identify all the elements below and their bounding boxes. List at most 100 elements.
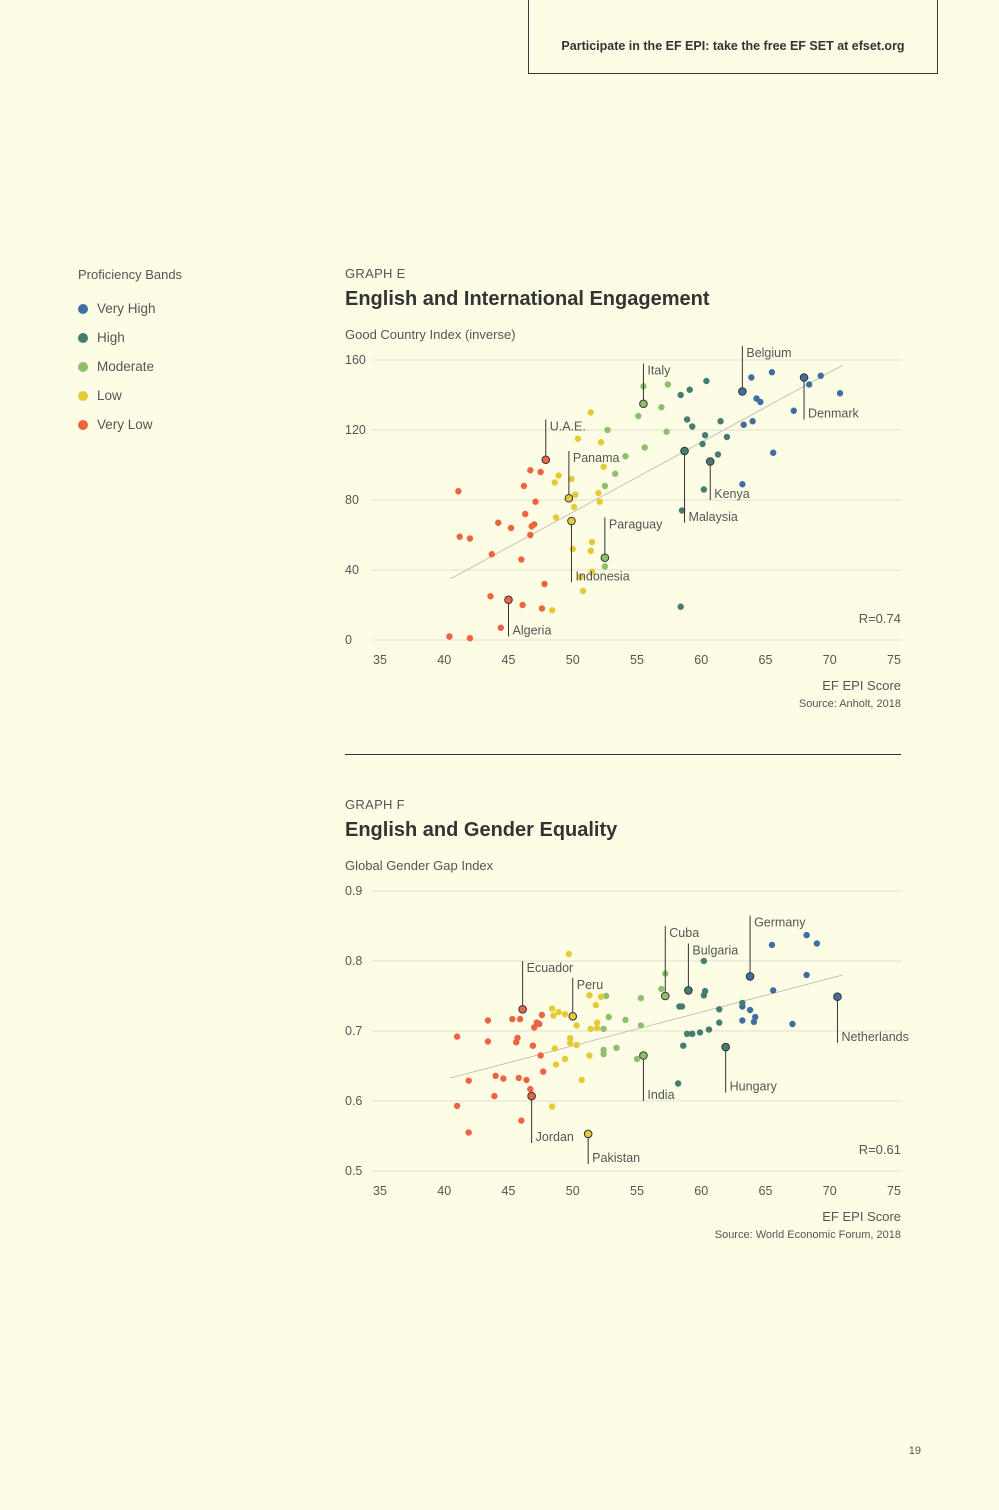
data-point [513,1039,520,1046]
data-point [664,381,672,388]
data-point [593,1025,601,1032]
data-point [484,1017,492,1024]
data-point [600,1025,607,1033]
data-point [752,1013,759,1021]
y-tick-label: 80 [345,493,359,507]
data-point [595,489,602,497]
data-point [568,475,575,483]
data-point [529,1042,537,1049]
y-tick-label: 0.7 [345,1024,362,1038]
data-point [548,607,556,614]
data-point [588,568,596,575]
y-tick-label: 160 [345,353,366,367]
data-point [548,1103,556,1110]
data-point [456,533,463,540]
x-tick-label: 40 [437,653,451,667]
country-label: Panama [573,451,620,465]
correlation-annotation: R=0.61 [859,1142,901,1157]
data-point [446,633,453,640]
low-dot-icon [78,390,88,401]
data-point [555,472,562,479]
highlighted-point [799,373,809,382]
data-point [674,1080,682,1087]
graph-f-xlabel: EF EPI Score [822,1209,901,1224]
y-tick-label: 0.6 [345,1094,362,1108]
legend-label: Low [97,388,122,403]
data-point [552,514,560,521]
y-tick-label: 0.5 [345,1164,362,1178]
data-point [522,510,529,518]
data-point [519,601,526,609]
country-label: Hungary [730,1080,778,1094]
country-label: Algeria [513,624,552,638]
x-tick-label: 75 [887,653,901,667]
highlighted-point [600,553,610,563]
x-tick-label: 40 [437,1184,451,1198]
data-point [723,433,731,441]
data-point [611,470,619,477]
section-divider [345,754,901,755]
data-point [586,992,593,999]
highlighted-point [567,516,576,526]
legend-item-low: Low [78,381,182,410]
data-point [637,1022,645,1029]
data-point [658,404,665,411]
data-point [578,1076,585,1084]
data-point [746,1006,754,1014]
data-point [528,523,535,530]
data-point [561,1011,569,1018]
data-point [635,412,642,420]
country-label: Kenya [714,487,749,501]
data-point [574,435,582,442]
x-tick-label: 35 [373,1184,387,1198]
data-point [678,1003,686,1010]
data-point [551,1045,558,1052]
data-point [566,1034,574,1042]
data-point [570,503,578,511]
data-point [700,486,708,493]
graph-e-ylabel: Good Country Index (inverse) [345,327,516,342]
data-point [500,1075,507,1082]
highlighted-point [583,1129,593,1139]
x-tick-label: 45 [502,1184,516,1198]
legend-item-very-high: Very High [78,294,182,323]
data-point [527,531,534,539]
page-number: 19 [908,1445,921,1457]
data-point [550,1012,557,1019]
data-point [466,535,474,542]
graph-f-scatter-chart: 0.5 0.6 0.7 0.8 0.9 35 40 45 50 55 60 65 70 75 Germany… [345,884,909,1198]
data-point [527,467,534,474]
x-tick-label: 60 [694,1184,708,1198]
data-point [613,1044,620,1051]
data-point [532,498,539,505]
data-point [622,453,629,460]
x-tick-label: 60 [694,653,708,667]
highlighted-point [660,991,670,1001]
data-point [572,491,579,498]
data-point [663,428,670,435]
data-point [573,1022,580,1029]
data-point [566,1039,574,1047]
data-point [600,1046,607,1054]
highlighted-point [721,1042,730,1052]
data-point [520,482,528,490]
data-point [677,603,684,610]
highlighted-point [541,455,551,465]
data-point [805,381,813,388]
data-point [641,444,648,451]
country-label: Belgium [746,346,791,360]
data-point [515,1074,522,1082]
data-point [597,439,605,446]
country-label: Netherlands [841,1030,908,1044]
highlighted-point [680,446,689,456]
data-point [689,423,696,430]
x-tick-label: 70 [823,653,837,667]
data-point [768,369,776,376]
x-tick-label: 50 [566,1184,580,1198]
data-point [605,1013,612,1021]
data-point [700,992,708,999]
data-point [740,421,747,428]
highlighted-point [504,595,513,605]
data-point [518,1117,525,1124]
legend-item-high: High [78,323,182,352]
